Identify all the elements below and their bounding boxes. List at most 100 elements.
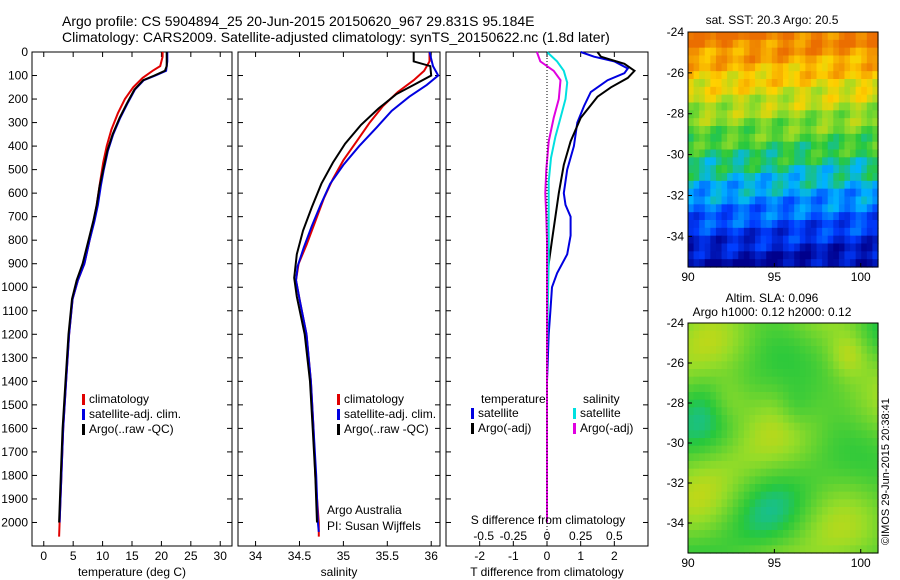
heatmap-cell <box>822 32 829 41</box>
heatmap-cell <box>822 430 829 439</box>
heatmap-cell <box>727 499 734 508</box>
heatmap-cell <box>794 453 801 462</box>
heatmap-cell <box>715 384 723 393</box>
heatmap-cell <box>844 235 851 245</box>
heatmap-cell <box>693 491 700 500</box>
heatmap-cell <box>693 204 700 213</box>
heatmap-cell <box>693 196 700 205</box>
heatmap-cell <box>783 118 790 127</box>
heatmap-cell <box>844 530 851 539</box>
heatmap-cell <box>783 461 790 470</box>
heatmap-cell <box>732 94 739 104</box>
heatmap-cell <box>766 180 773 190</box>
heatmap-cell <box>704 476 711 485</box>
heatmap-cell <box>861 188 868 198</box>
heatmap-cell <box>743 376 751 385</box>
heatmap-cell <box>771 79 779 88</box>
heatmap-cell <box>861 484 868 493</box>
heatmap-cell <box>766 71 773 80</box>
heatmap-cell <box>827 476 834 485</box>
heatmap-cell <box>699 259 706 268</box>
heatmap-cell <box>749 94 756 104</box>
heatmap-cell <box>816 243 823 252</box>
heatmap-cell <box>855 392 862 401</box>
heatmap-cell <box>777 407 784 416</box>
heatmap-cell <box>827 468 834 477</box>
heatmap-cell <box>693 545 700 554</box>
heatmap-cell <box>715 491 723 500</box>
heatmap-cell <box>872 212 879 221</box>
heatmap-cell <box>704 468 711 477</box>
heatmap-cell <box>855 361 862 370</box>
heatmap-cell <box>760 499 767 508</box>
heatmap-cell <box>850 118 857 127</box>
heatmap-cell <box>866 126 874 135</box>
heatmap-cell <box>833 71 840 80</box>
heatmap-cell <box>777 507 784 516</box>
heatmap-cell <box>827 338 834 347</box>
heatmap-cell <box>710 243 717 252</box>
heatmap-cell <box>822 323 829 332</box>
heatmap-cell <box>771 110 779 119</box>
heatmap-cell <box>822 484 829 493</box>
heatmap-cell <box>738 212 745 221</box>
heatmap-cell <box>850 384 857 393</box>
heatmap-cell <box>743 220 751 229</box>
heatmap-cell <box>732 438 739 447</box>
heatmap-cell <box>844 102 851 111</box>
heatmap-cell <box>833 39 840 49</box>
heatmap-cell <box>838 235 846 245</box>
heatmap-cell <box>743 430 751 439</box>
heatmap-cell <box>866 491 874 500</box>
heatmap-cell <box>777 47 784 57</box>
heatmap-cell <box>844 361 851 370</box>
y-tick-label: -32 <box>667 476 685 490</box>
heatmap-cell <box>688 259 695 268</box>
heatmap-cell <box>844 157 851 166</box>
heatmap-cell <box>855 141 862 151</box>
heatmap-cell <box>715 392 723 401</box>
heatmap-cell <box>816 545 823 554</box>
heatmap-cell <box>688 438 695 447</box>
heatmap-cell <box>755 212 762 221</box>
y-tick-label: -26 <box>667 66 685 80</box>
heatmap-cell <box>794 530 801 539</box>
heatmap-cell <box>805 173 812 182</box>
heatmap-cell <box>777 94 784 104</box>
heatmap-cell <box>710 251 717 260</box>
heatmap-cell <box>743 438 751 447</box>
heatmap-cell <box>866 63 874 72</box>
heatmap-cell <box>827 384 834 393</box>
heatmap-cell <box>838 259 846 268</box>
heatmap-cell <box>743 141 751 151</box>
heatmap-cell <box>727 126 734 135</box>
heatmap-cell <box>738 173 745 182</box>
heatmap-cell <box>816 369 823 378</box>
heatmap-cell <box>693 330 700 339</box>
heatmap-cell <box>766 55 773 64</box>
heatmap-cell <box>805 55 812 64</box>
heatmap-cell <box>794 141 801 151</box>
heatmap-cell <box>816 468 823 477</box>
heatmap-cell <box>850 330 857 339</box>
heatmap-cell <box>766 438 773 447</box>
heatmap-cell <box>704 173 711 182</box>
heatmap-cell <box>771 361 779 370</box>
heatmap-cell <box>810 235 818 245</box>
heatmap-cell <box>805 445 812 454</box>
heatmap-cell <box>861 235 868 245</box>
heatmap-cell <box>816 79 823 88</box>
heatmap-cell <box>749 110 756 119</box>
heatmap-cell <box>715 407 723 416</box>
heatmap-cell <box>788 110 795 119</box>
heatmap-cell <box>732 220 739 229</box>
heatmap-cell <box>699 86 706 96</box>
heatmap-cell <box>844 545 851 554</box>
heatmap-cell <box>855 430 862 439</box>
heatmap-cell <box>822 126 829 135</box>
heatmap-cell <box>850 438 857 447</box>
heatmap-cell <box>833 376 840 385</box>
heatmap-cell <box>760 545 767 554</box>
heatmap-cell <box>794 220 801 229</box>
heatmap-cell <box>816 149 823 158</box>
